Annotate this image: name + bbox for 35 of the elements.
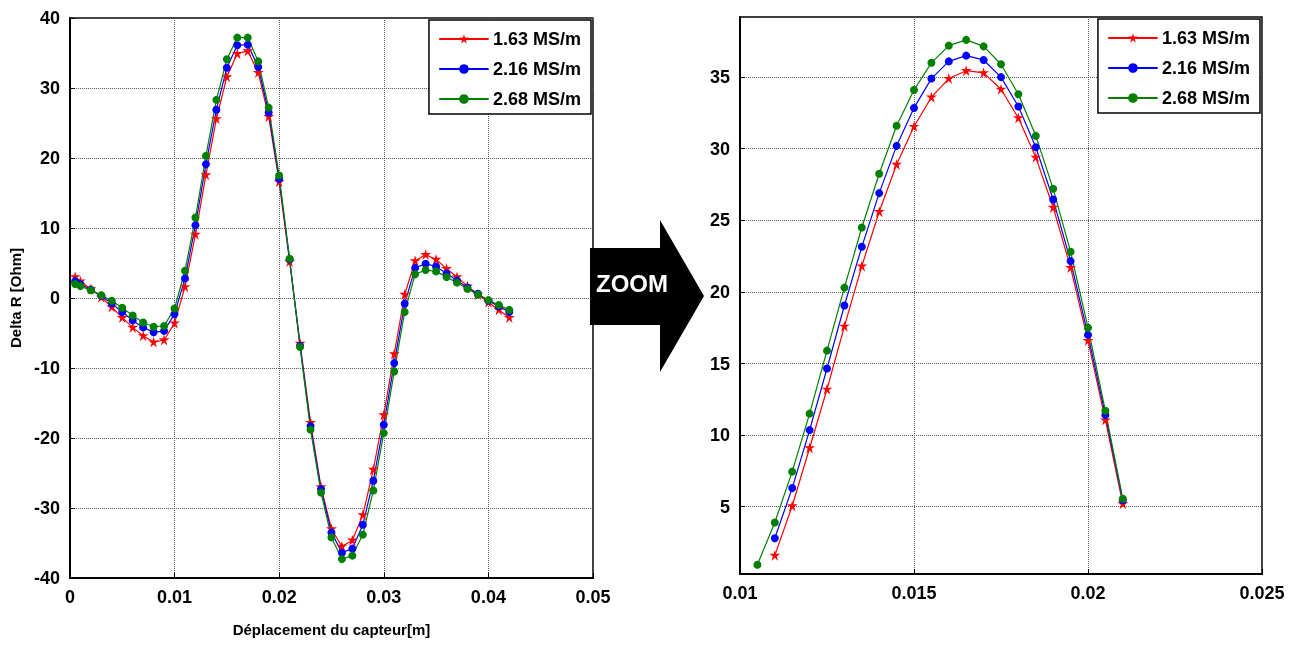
y-tick-label: -20: [33, 428, 60, 448]
x-tick-label: 0.01: [722, 583, 758, 603]
x-tick-label: 0.03: [366, 587, 402, 607]
y-tick-label: 10: [39, 218, 60, 238]
y-tick-label: 10: [709, 425, 730, 446]
y-tick-label: 25: [709, 210, 730, 231]
x-tick-label: 0.02: [1070, 583, 1106, 603]
y-tick-label: 30: [709, 138, 730, 159]
x-tick-label: 0.025: [1239, 583, 1285, 603]
y-tick-label: 20: [39, 148, 60, 168]
text: ZOOM: [596, 270, 668, 298]
y-tick-label: 0: [49, 288, 60, 308]
x-tick-label: 0.05: [575, 587, 611, 607]
x-tick-label: 0.015: [891, 583, 937, 603]
y-tick-label: -10: [33, 358, 60, 378]
legend-label: 1.63 MS/m: [1161, 28, 1251, 48]
legend-label: 2.16 MS/m: [492, 59, 582, 79]
y-tick-label: 20: [709, 281, 730, 302]
x-tick-label: 0.04: [470, 587, 506, 607]
legend-label: 2.68 MS/m: [1161, 88, 1251, 108]
x-tick-label: 0: [64, 587, 75, 607]
x-tick-label: 0.02: [261, 587, 297, 607]
x-axis-title: Déplacement du capteur[m]: [232, 621, 431, 638]
y-tick-label: 35: [709, 67, 730, 88]
y-tick-label: 30: [39, 78, 60, 98]
y-tick-label: -40: [33, 568, 60, 588]
y-tick-label: 5: [719, 496, 730, 517]
legend-label: 2.68 MS/m: [492, 89, 582, 109]
y-tick-label: 40: [39, 8, 60, 28]
y-tick-label: -30: [33, 498, 60, 518]
x-tick-label: 0.01: [157, 587, 193, 607]
y-tick-label: 15: [709, 353, 730, 374]
legend-label: 1.63 MS/m: [492, 29, 582, 49]
legend-label: 2.16 MS/m: [1161, 58, 1251, 78]
y-axis-title: Delta R [Ohm]: [7, 247, 24, 349]
